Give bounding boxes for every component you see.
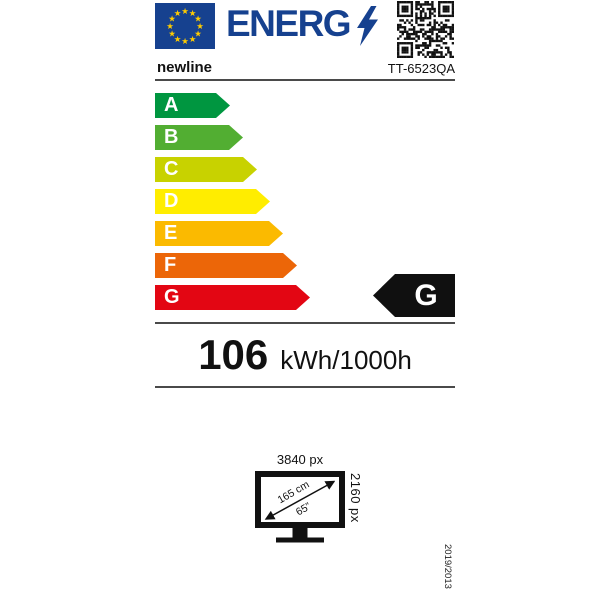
consumption-unit: kWh/1000h: [280, 345, 412, 375]
resolution-horizontal: 3840 px: [276, 452, 324, 467]
diagonal-arrow: [264, 480, 336, 520]
svg-text:★: ★: [168, 15, 176, 25]
class-arrow-c: C: [155, 157, 257, 182]
scale-divider: [155, 322, 455, 324]
rating-letter: G: [414, 278, 438, 312]
svg-text:★: ★: [168, 30, 176, 40]
class-letter: E: [164, 222, 178, 244]
consumption-value: 106: [198, 331, 269, 378]
class-letter: C: [164, 158, 179, 180]
class-letter: A: [164, 94, 179, 116]
regulation-number: 2019/2013: [442, 544, 453, 589]
rating-indicator: G: [373, 274, 455, 317]
class-arrow-f: F: [155, 253, 297, 278]
class-arrow-b: B: [155, 125, 243, 150]
qr-code: [397, 1, 454, 58]
energ-logo-text: ENERG: [226, 3, 352, 44]
class-letter: G: [164, 286, 180, 308]
energy-consumption: 106 kWh/1000h: [155, 333, 455, 377]
svg-text:★: ★: [196, 22, 204, 32]
svg-text:★: ★: [194, 15, 202, 25]
lightning-bolt-icon: [357, 6, 379, 46]
svg-text:★: ★: [181, 7, 189, 17]
energ-logo: ENERG: [226, 2, 380, 46]
svg-text:★: ★: [181, 37, 189, 47]
svg-text:★: ★: [174, 35, 182, 45]
eu-flag: ★ ★★★★★★★★★★★: [155, 3, 215, 49]
resolution-vertical: 2160 px: [348, 473, 363, 523]
svg-text:★: ★: [174, 9, 182, 19]
tv-screen-diagram: 165 cm 65”: [255, 471, 345, 543]
class-letter: D: [164, 190, 179, 212]
class-arrow-a: A: [155, 93, 230, 118]
header-divider: [155, 79, 455, 81]
class-arrow-g: G: [155, 285, 310, 310]
svg-text:★: ★: [194, 30, 202, 40]
class-arrow-d: D: [155, 189, 270, 214]
class-letter: B: [164, 126, 179, 148]
svg-text:★: ★: [166, 22, 174, 32]
brand-name: newline: [157, 59, 213, 76]
svg-text:★: ★: [189, 35, 197, 45]
svg-text:★: ★: [189, 9, 197, 19]
consumption-divider: [155, 386, 455, 388]
model-number: TT-6523QA: [387, 61, 455, 76]
class-arrow-e: E: [155, 221, 283, 246]
class-letter: F: [164, 254, 177, 276]
